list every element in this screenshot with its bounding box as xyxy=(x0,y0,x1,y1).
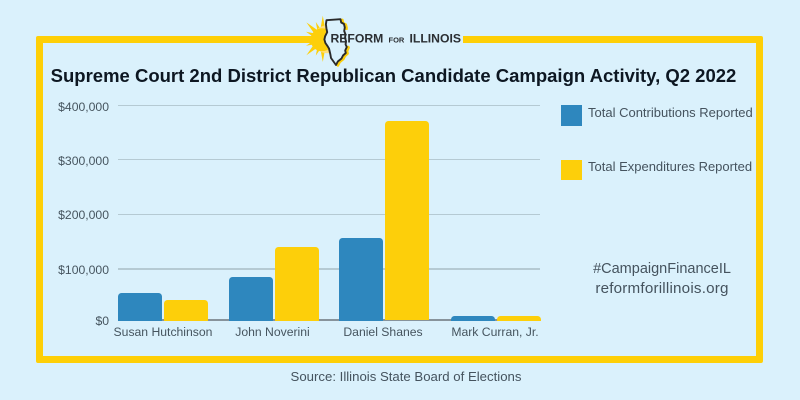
svg-text:REFORM: REFORM xyxy=(331,32,384,46)
svg-text:FOR: FOR xyxy=(389,36,405,45)
svg-text:ILLINOIS: ILLINOIS xyxy=(410,32,461,46)
